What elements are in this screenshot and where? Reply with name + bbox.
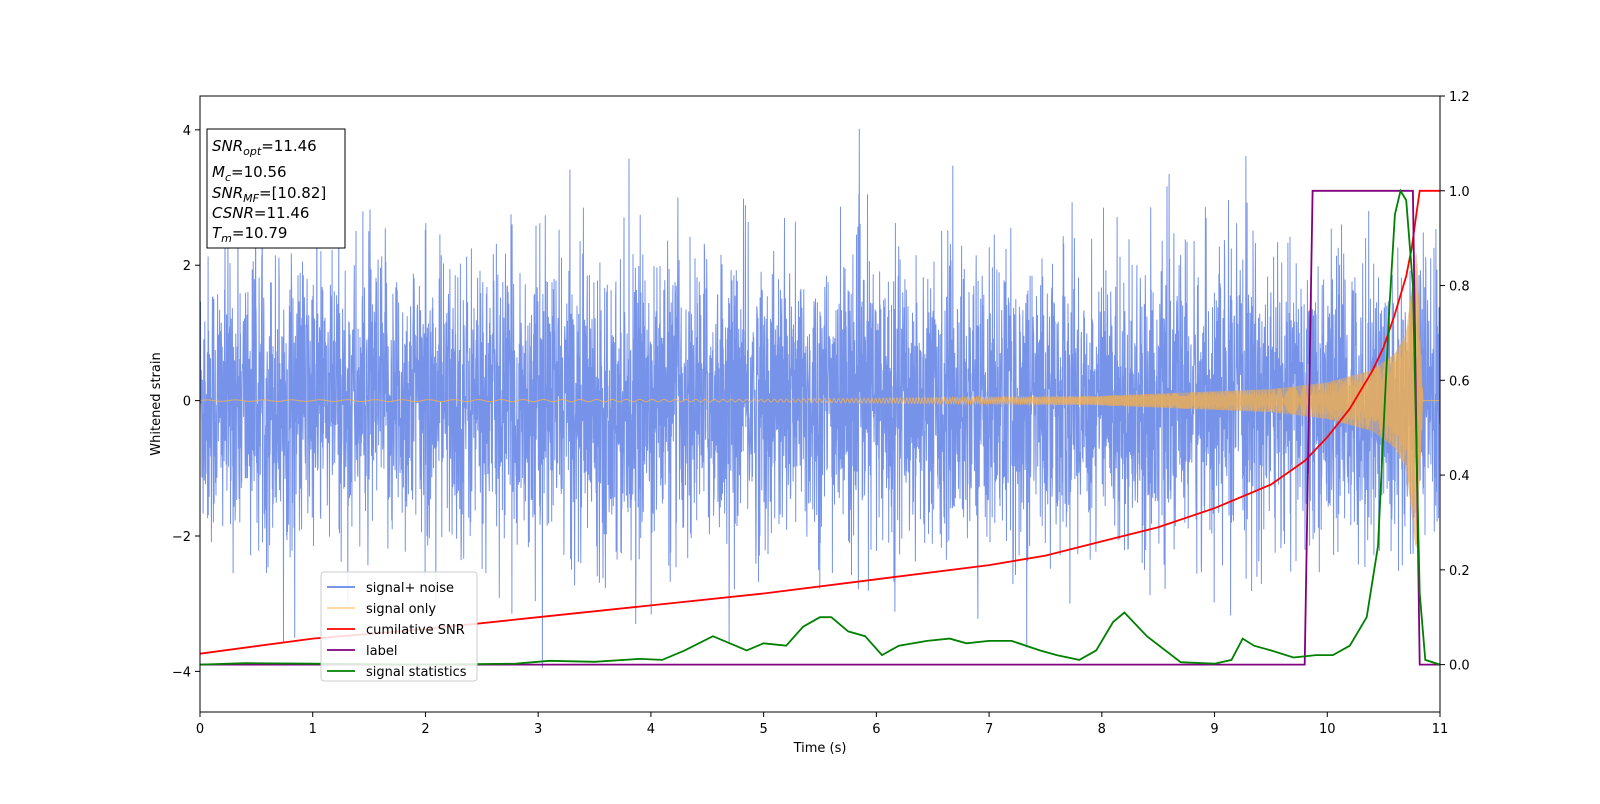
stats-box: SNRopt=11.46 Mc=10.56 SNRMF=[10.82] CSNR… <box>206 128 346 249</box>
legend-label: signal+ noise <box>366 581 454 596</box>
y-axis-label: Whitened strain <box>149 352 164 455</box>
signal-statistics-line <box>200 188 1440 666</box>
y-right-tick-label: 1.0 <box>1449 185 1470 200</box>
y-right-tick-label: 0.2 <box>1449 564 1470 579</box>
x-axis-label: Time (s) <box>793 741 847 756</box>
y-right-tick-label: 1.2 <box>1449 90 1470 105</box>
right-y-axis: 1.2 1.0 0.8 0.6 0.4 0.2 0.0 <box>1440 90 1470 674</box>
x-tick-label: 11 <box>1432 722 1449 737</box>
x-tick-label: 3 <box>534 722 542 737</box>
csnr-text: CSNR=11.46 <box>212 204 309 222</box>
y-right-tick-label: 0.6 <box>1449 374 1470 389</box>
mc-text: Mc=10.56 <box>212 163 287 184</box>
x-tick-label: 10 <box>1319 722 1336 737</box>
legend-label: label <box>366 644 397 659</box>
legend-label: cumilative SNR <box>366 623 465 638</box>
tm-text: Tm=10.79 <box>212 224 287 245</box>
plot-frame <box>199 95 1441 713</box>
label-line <box>200 189 1440 666</box>
snr-opt-text: SNRopt=11.46 <box>212 137 317 158</box>
y-left-tick-label: −2 <box>172 530 191 545</box>
y-left-tick-label: 4 <box>183 124 191 139</box>
y-right-tick-label: 0.0 <box>1449 659 1470 674</box>
x-axis: 0 1 2 3 4 5 6 7 8 9 10 11 <box>196 712 1448 737</box>
legend-label: signal statistics <box>366 665 467 680</box>
cumulative-snr-line <box>200 189 1440 655</box>
legend-label: signal only <box>366 602 436 617</box>
x-tick-label: 0 <box>196 722 204 737</box>
legend: signal+ noise signal only cumilative SNR la… <box>320 571 478 682</box>
y-right-tick-label: 0.8 <box>1449 280 1470 295</box>
x-tick-label: 2 <box>421 722 429 737</box>
y-left-tick-label: 2 <box>183 259 191 274</box>
x-tick-label: 5 <box>759 722 767 737</box>
x-tick-label: 8 <box>1098 722 1106 737</box>
y-left-tick-label: 0 <box>183 395 191 410</box>
x-tick-label: 9 <box>1210 722 1218 737</box>
left-y-axis: 4 2 0 −2 −4 <box>172 124 200 680</box>
y-left-tick-label: −4 <box>172 665 191 680</box>
signal-envelope <box>1101 252 1424 549</box>
signal-only-series <box>200 252 1440 549</box>
snr-mf-text: SNRMF=[10.82] <box>212 184 326 205</box>
x-tick-label: 7 <box>985 722 993 737</box>
x-tick-label: 6 <box>872 722 880 737</box>
y-right-tick-label: 0.4 <box>1449 469 1470 484</box>
right-axis-series <box>200 188 1440 666</box>
x-tick-label: 4 <box>647 722 655 737</box>
x-tick-label: 1 <box>309 722 317 737</box>
